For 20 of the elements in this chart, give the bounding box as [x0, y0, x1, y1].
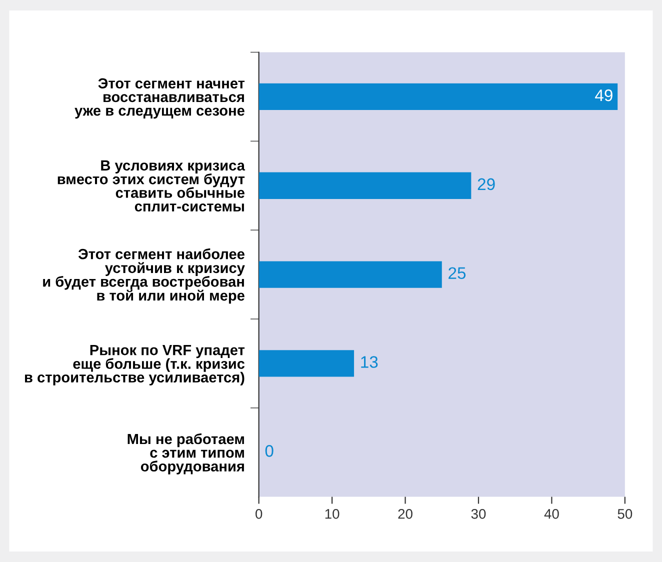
x-tick-label: 0 — [256, 508, 262, 519]
data-label: 49 — [595, 89, 612, 102]
bar — [258, 261, 442, 288]
bar — [258, 83, 618, 110]
bar — [258, 350, 354, 377]
data-label: 13 — [361, 356, 378, 368]
x-tick-label: 50 — [618, 508, 632, 519]
y-tick-label: Мы не работаем с этим типом оборудования — [128, 433, 244, 474]
x-tick-label: 20 — [398, 508, 412, 519]
y-tick-label: Этот сегмент начнет восстанавливаться уже в следущем сезоне — [74, 78, 245, 119]
x-tick-label: 30 — [471, 508, 486, 519]
y-tick-label: Этот сегмент наиболее устойчив к кризису и будет всегда востребован в той или иной мере — [43, 248, 245, 304]
data-label: 29 — [478, 178, 495, 190]
data-label: 0 — [265, 445, 274, 457]
x-tick-label: 40 — [544, 508, 559, 519]
y-tick-label: Рынок по VRF упадет еще больше (т.к. кризис в строительстве усиливается) — [25, 345, 245, 386]
data-label: 25 — [448, 267, 466, 280]
y-tick-label: В условиях кризиса вместо этих систем будут ставить обычные сплит-системы — [58, 160, 246, 212]
bar — [258, 172, 472, 199]
x-tick-label: 10 — [325, 508, 340, 519]
